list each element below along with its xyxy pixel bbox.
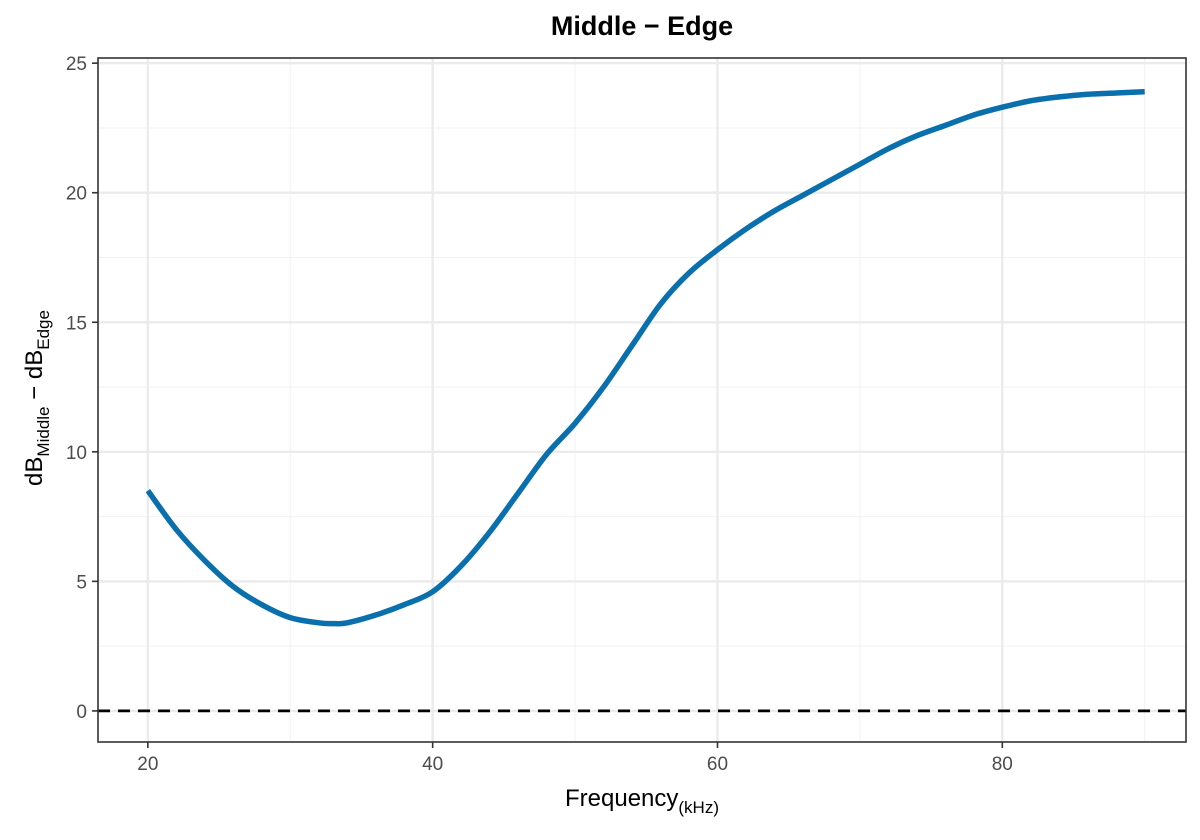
- axes: 20 40 60 80 0 5 10 15 20 25: [66, 54, 1013, 775]
- x-axis-title-main: Frequency: [565, 785, 678, 812]
- x-tick-label: 80: [992, 754, 1013, 775]
- x-axis-title: Frequency(kHz): [565, 785, 719, 817]
- y-axis-title-db2: − dB: [21, 350, 48, 407]
- y-tick-label: 20: [66, 184, 87, 205]
- x-axis-title-unit: (kHz): [678, 798, 719, 817]
- y-tick-label: 5: [76, 572, 87, 593]
- y-axis-title-sub-edge: Edge: [34, 310, 53, 350]
- y-tick-label: 25: [66, 54, 87, 75]
- chart-title: Middle − Edge: [551, 11, 733, 41]
- panel-border: [97, 57, 1187, 743]
- y-axis-title-sub-middle: Middle: [34, 406, 53, 456]
- series-line: [145, 88, 1145, 627]
- x-tick-label: 60: [707, 754, 728, 775]
- y-tick-label: 10: [66, 443, 87, 464]
- x-tick-label: 40: [422, 754, 443, 775]
- y-axis-title: dBMiddle − dBEdge: [21, 310, 53, 486]
- y-axis-title-db1: dB: [21, 457, 48, 486]
- y-tick-label: 15: [66, 313, 87, 334]
- y-tick-label: 0: [76, 702, 87, 723]
- x-tick-label: 20: [137, 754, 158, 775]
- series-layer: [145, 88, 1145, 627]
